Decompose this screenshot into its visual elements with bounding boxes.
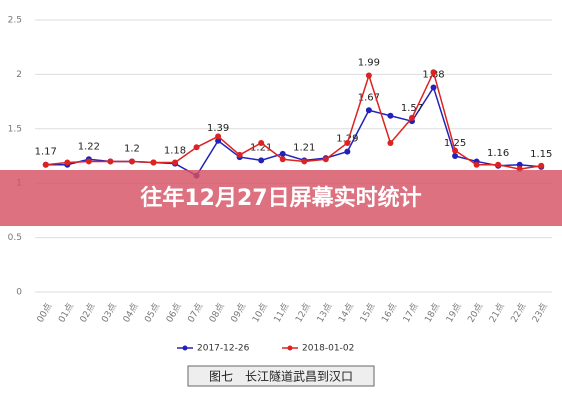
point <box>387 112 394 119</box>
y-tick-label: 0 <box>16 288 22 298</box>
data-label: 1.29 <box>336 134 358 145</box>
point <box>344 139 351 146</box>
point <box>408 114 415 121</box>
x-tick-label: 16点 <box>379 301 399 324</box>
point <box>128 158 135 165</box>
point <box>322 156 329 163</box>
caption-box <box>187 365 375 387</box>
x-tick-label: 22点 <box>509 301 529 324</box>
x-tick-label: 13点 <box>315 301 335 324</box>
y-tick-label: 2.5 <box>8 16 22 26</box>
point <box>258 157 265 164</box>
caption: 图七 长江隧道武昌到汉口 <box>209 369 353 384</box>
x-tick-label: 07点 <box>186 301 206 324</box>
x-tick-label: 03点 <box>99 301 119 324</box>
x-tick-label: 21点 <box>487 301 507 324</box>
point <box>236 151 243 158</box>
data-label: 1.2 <box>124 143 140 154</box>
point <box>344 148 351 155</box>
point <box>85 158 92 165</box>
point <box>42 161 49 168</box>
point <box>279 150 286 157</box>
point <box>430 84 437 91</box>
point <box>107 158 114 165</box>
y-tick-label: 2 <box>16 70 22 80</box>
x-tick-label: 14点 <box>336 301 356 324</box>
x-tick-label: 09点 <box>229 301 249 324</box>
x-tick-label: 08点 <box>207 301 227 324</box>
point <box>365 107 372 114</box>
x-tick-label: 01点 <box>56 301 76 324</box>
data-label: 1.21 <box>293 142 315 153</box>
point <box>215 137 222 144</box>
point <box>64 159 71 166</box>
y-tick-label: 1.5 <box>8 124 22 134</box>
point <box>538 162 545 169</box>
point <box>150 159 157 166</box>
point <box>172 159 179 166</box>
banner <box>0 170 562 226</box>
y-tick-label: 0.5 <box>8 233 22 243</box>
point <box>473 161 480 168</box>
point <box>452 153 459 159</box>
legend-marker <box>182 345 188 351</box>
series-line <box>45 85 542 177</box>
x-tick-label: 02点 <box>78 301 98 324</box>
banner-title: 往年12月27日屏幕实时统计 <box>140 185 421 211</box>
point <box>193 144 200 151</box>
data-label: 1.18 <box>164 146 186 157</box>
point <box>365 72 372 79</box>
data-label: 1.15 <box>530 149 552 160</box>
data-label: 1.17 <box>35 147 57 158</box>
data-label: 1.57 <box>401 103 423 114</box>
x-tick-label: 10点 <box>250 301 270 324</box>
data-label: 1.67 <box>358 92 380 103</box>
series-line <box>45 70 542 170</box>
x-tick-label: 19点 <box>444 301 464 324</box>
point <box>495 161 502 168</box>
x-tick-label: 17点 <box>401 301 421 324</box>
point <box>215 133 222 140</box>
legend-label: 2018-01-02 <box>302 344 354 354</box>
x-tick-label: 11点 <box>272 301 292 324</box>
point <box>279 156 286 163</box>
point <box>452 147 459 154</box>
x-tick-label: 04点 <box>121 301 141 324</box>
point <box>516 161 523 168</box>
data-label: 1.25 <box>444 138 466 149</box>
data-label: 1.16 <box>487 148 509 159</box>
x-tick-label: 23点 <box>530 301 550 324</box>
point <box>258 139 265 146</box>
x-tick-label: 05点 <box>142 301 162 324</box>
legend-marker <box>287 345 293 351</box>
x-tick-label: 18点 <box>423 301 443 324</box>
point <box>430 69 437 76</box>
x-tick-label: 20点 <box>466 301 486 324</box>
legend-label: 2017-12-26 <box>197 344 250 354</box>
x-tick-label: 12点 <box>293 301 313 324</box>
data-label: 1.22 <box>78 141 100 152</box>
x-tick-label: 06点 <box>164 301 184 324</box>
data-label: 1.21 <box>250 142 272 153</box>
data-label: 1.99 <box>358 57 380 68</box>
point <box>387 139 394 146</box>
x-tick-label: 15点 <box>358 301 378 324</box>
x-tick-label: 00点 <box>35 301 55 324</box>
point <box>301 158 308 165</box>
data-label: 1.39 <box>207 123 229 134</box>
